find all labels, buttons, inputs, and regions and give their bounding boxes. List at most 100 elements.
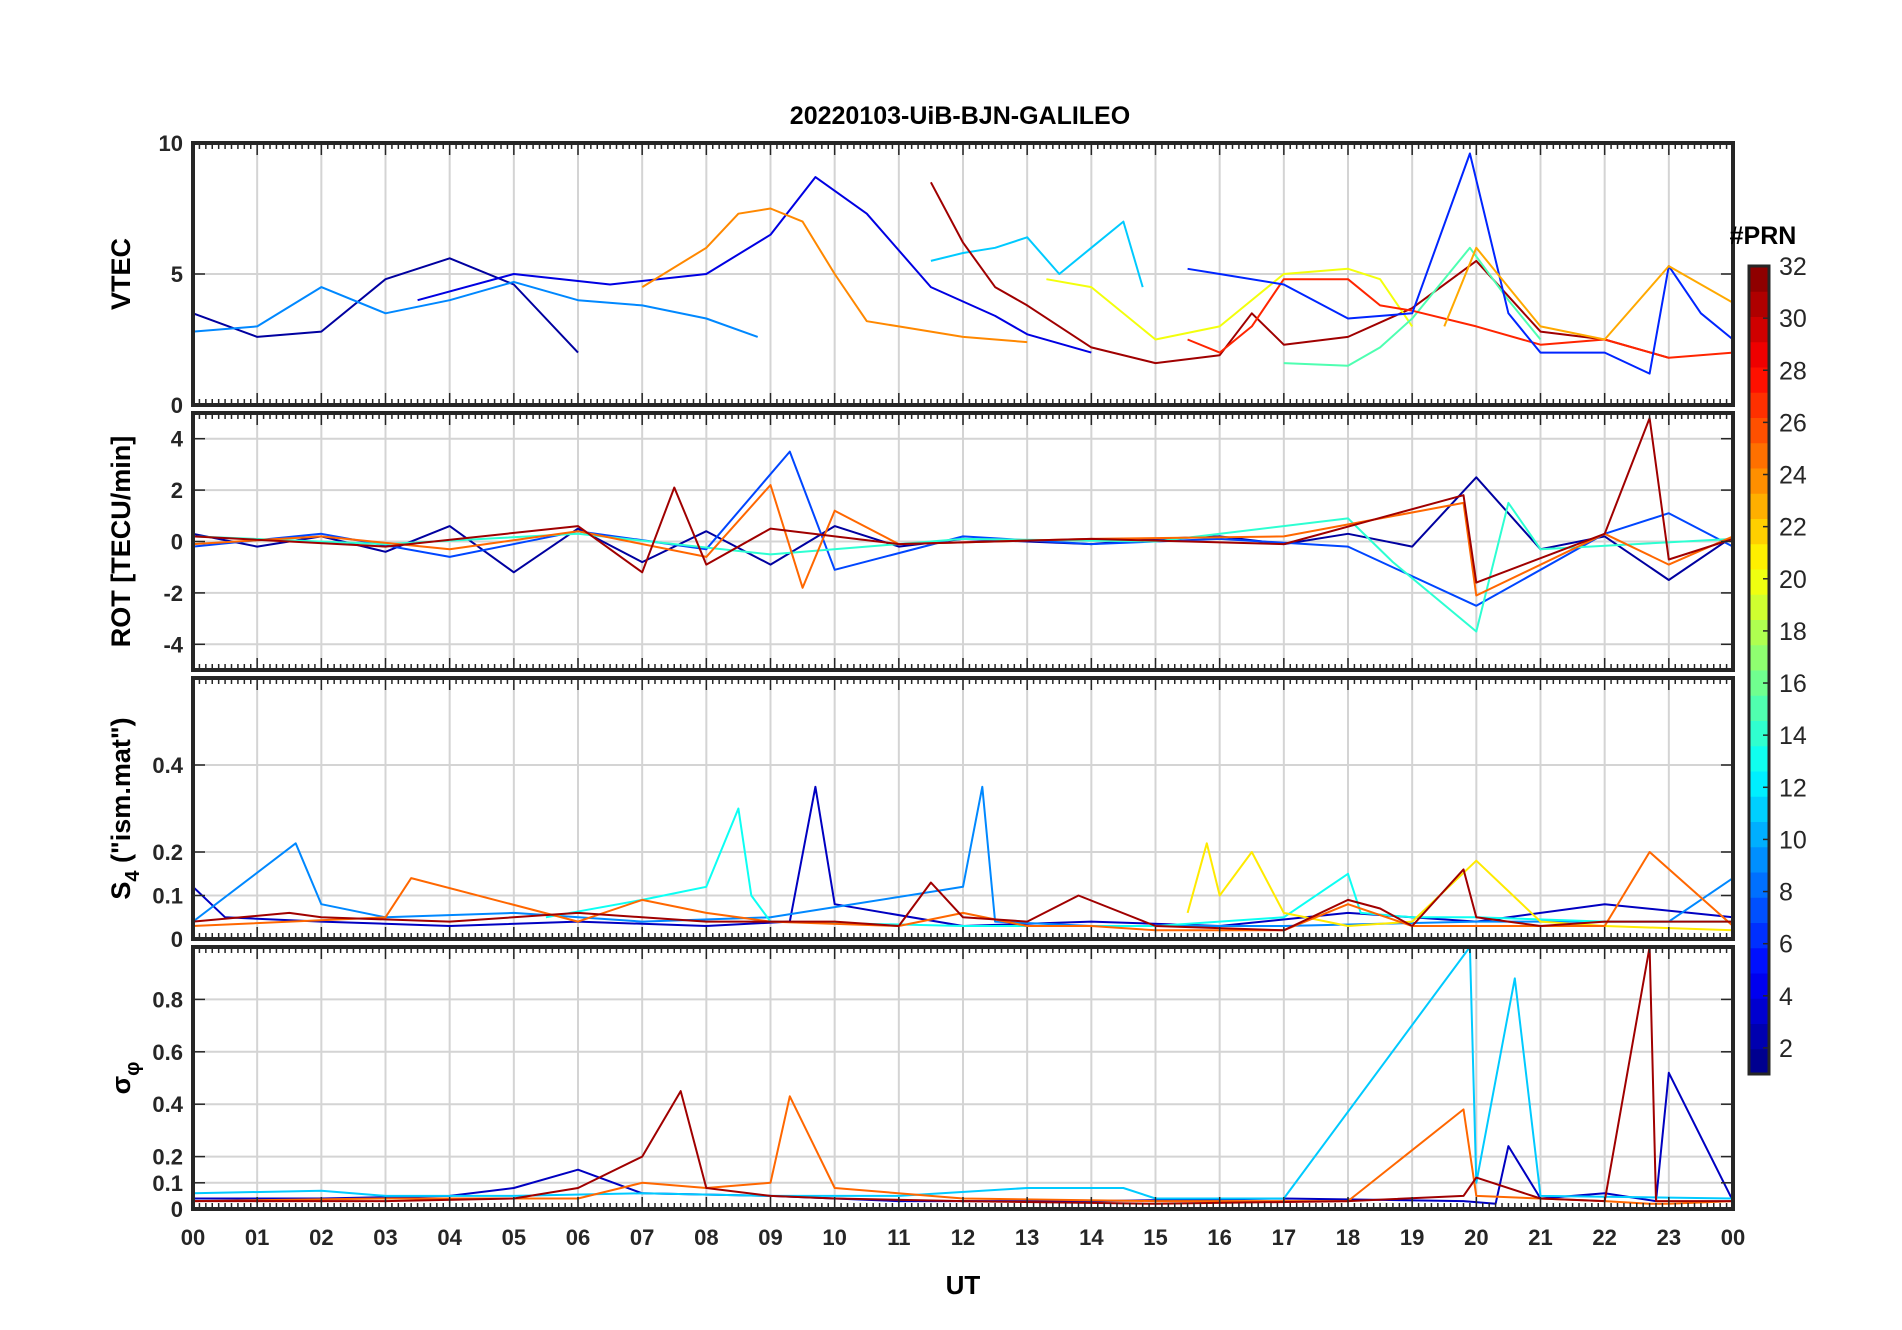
panel-frame [191, 676, 1735, 941]
y-tick-label: 2 [171, 478, 183, 503]
panel-rot: -4 -2 0 2 4 ROT [TECU/min] [106, 411, 1735, 672]
x-tick-label: 10 [822, 1225, 846, 1250]
series-line-prn-7 [193, 450, 1733, 607]
colorbar-tick-label: 20 [1779, 566, 1807, 594]
y-tick-label: 4 [171, 427, 184, 452]
series-line-prn-4 [417, 176, 1092, 354]
x-tick-label: 19 [1400, 1225, 1424, 1250]
colorbar-band [1749, 467, 1769, 494]
y-tick-label: 0 [171, 530, 183, 555]
x-tick-label: 07 [630, 1225, 654, 1250]
colorbar-tick-label: 16 [1779, 670, 1807, 698]
series-line-prn-21 [1186, 842, 1733, 932]
colorbar-band [1749, 745, 1769, 772]
y-tick-label: 0 [171, 1197, 183, 1222]
colorbar-band [1749, 644, 1769, 671]
colorbar-frame [1747, 264, 1771, 1076]
x-tick-label: 05 [502, 1225, 526, 1250]
y-tick-label: 0.2 [152, 1145, 183, 1170]
x-tick-label: 16 [1207, 1225, 1231, 1250]
colorbar-tick-label: 26 [1779, 409, 1807, 437]
colorbar-tick-label: 30 [1779, 305, 1807, 333]
series-line-prn-11 [930, 220, 1144, 288]
y-axis-label-main: σ [106, 1076, 136, 1094]
y-axis-label-main: ROT [TECU/min] [106, 436, 136, 647]
x-tick-label: 06 [566, 1225, 590, 1250]
colorbar-band [1749, 290, 1769, 317]
colorbar-band [1749, 543, 1769, 570]
y-axis-label-sub: 4 [122, 870, 144, 882]
x-tick-label: 18 [1336, 1225, 1360, 1250]
colorbar-band [1749, 316, 1769, 343]
series-group [193, 947, 1733, 1205]
colorbar-tick-label: 6 [1779, 931, 1793, 959]
colorbar-label: #PRN [1730, 222, 1797, 250]
panel-s4: 0 0.1 0.2 0.4 S4 ("ism.mat") [106, 676, 1735, 952]
colorbar-band [1749, 619, 1769, 646]
series-group [193, 417, 1733, 633]
series-line-prn-27 [1187, 278, 1733, 359]
y-tick-label: 0.1 [152, 1171, 183, 1196]
x-tick-label: 00 [1721, 1225, 1745, 1250]
x-tick-label: 01 [245, 1225, 269, 1250]
colorbar-band [1749, 593, 1769, 620]
colorbar-band [1749, 669, 1769, 696]
series-line-prn-31 [193, 417, 1733, 584]
y-axis-label-main: S [106, 882, 136, 900]
x-tick-label: 20 [1464, 1225, 1488, 1250]
colorbar-band [1749, 972, 1769, 999]
x-tick-label: 13 [1015, 1225, 1039, 1250]
series-line-prn-3 [193, 1071, 1733, 1205]
y-tick-label: 0.6 [152, 1040, 183, 1065]
y-tick-label: 5 [171, 262, 183, 287]
colorbar-band [1749, 492, 1769, 519]
colorbar-band [1749, 417, 1769, 444]
y-axis-label: σφ [106, 1062, 144, 1095]
series-line-prn-2 [193, 257, 579, 354]
series-line-prn-31 [930, 181, 1670, 365]
y-axis-label-main: VTEC [106, 238, 136, 310]
x-tick-label: 00 [181, 1225, 205, 1250]
panel-vtec: 0 5 10 VTEC [106, 131, 1735, 418]
colorbar-band [1749, 871, 1769, 898]
colorbar-band [1749, 442, 1769, 469]
series-line-prn-6 [1187, 152, 1733, 375]
series-line-prn-9 [193, 280, 759, 338]
colorbar-band [1749, 366, 1769, 393]
colorbar-band [1749, 341, 1769, 368]
y-axis-label: S4 ("ism.mat") [106, 717, 144, 899]
x-tick-label: 14 [1079, 1225, 1104, 1250]
series-line-prn-20 [1046, 267, 1414, 341]
colorbar-tick-label: 18 [1779, 618, 1807, 646]
colorbar-band [1749, 568, 1769, 595]
x-tick-label: 04 [437, 1225, 462, 1250]
colorbar-band [1749, 821, 1769, 848]
series-line-prn-13 [545, 807, 1733, 927]
colorbar-band [1749, 947, 1769, 974]
series-line-prn-24 [641, 207, 1028, 344]
x-tick-label: 11 [887, 1225, 910, 1250]
series-line-prn-23 [1443, 246, 1733, 341]
colorbar-band [1749, 391, 1769, 418]
y-tick-label: 0.8 [152, 987, 183, 1012]
y-axis-label-sub: φ [122, 1062, 144, 1076]
series-line-prn-11 [193, 947, 1733, 1200]
colorbar-band [1749, 518, 1769, 545]
colorbar-tick-label: 14 [1779, 722, 1807, 750]
x-tick-label: 03 [373, 1225, 397, 1250]
y-tick-label: 0.1 [152, 884, 183, 909]
colorbar-band [1749, 795, 1769, 822]
colorbar-band [1749, 846, 1769, 873]
y-tick-label: 0.4 [152, 753, 183, 778]
series-line-prn-31 [193, 947, 1733, 1205]
colorbar-band [1749, 770, 1769, 797]
colorbar-band [1749, 1023, 1769, 1050]
panel-sigma-phi: 00.10.2 0.4 0.6 0.8 σφ 00 01 02 03 04 05 06 07 08 09 10… [106, 945, 1745, 1250]
colorbar-band [1749, 694, 1769, 721]
panel-frame [191, 411, 1735, 672]
series-line-prn-9 [193, 785, 1733, 927]
x-axis-label: UT [946, 1270, 981, 1300]
